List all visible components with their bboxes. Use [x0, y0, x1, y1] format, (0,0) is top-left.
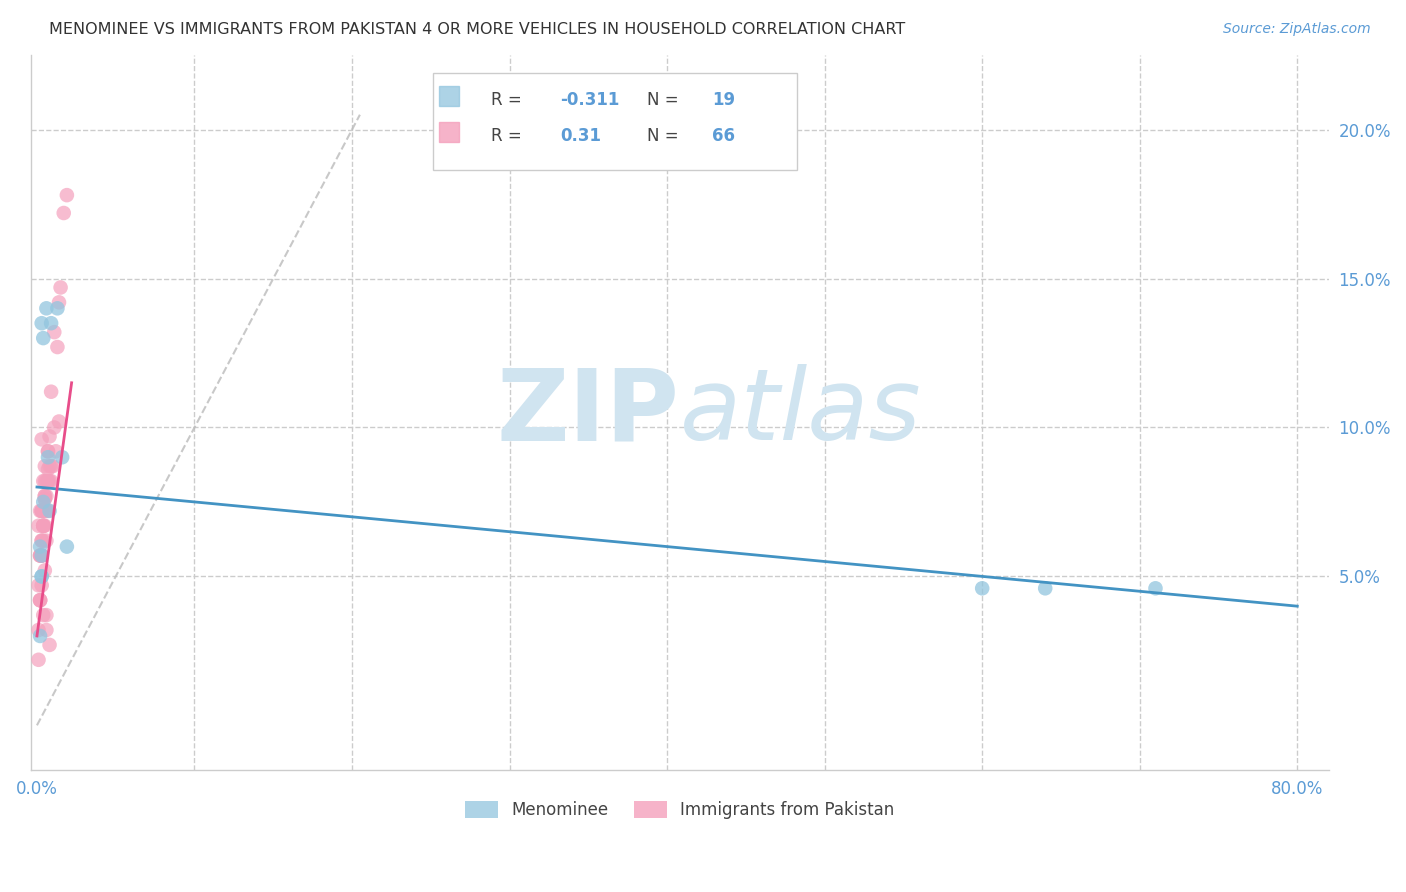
Point [32, 474, 55, 488]
Text: R =: R = [492, 127, 527, 145]
Point [27, 518, 49, 533]
Point [34, 491, 56, 506]
Text: 0.31: 0.31 [560, 127, 602, 145]
Point [39, 384, 62, 399]
Point [27, 653, 49, 667]
Point [56, 188, 79, 202]
Point [38, 504, 60, 518]
Text: atlas: atlas [679, 364, 921, 461]
Text: -0.311: -0.311 [560, 91, 620, 109]
Point [51, 450, 73, 465]
Point [27, 623, 49, 637]
Point [31, 578, 53, 592]
Point [31, 433, 53, 447]
Point [32, 518, 55, 533]
Point [31, 533, 53, 548]
Point [34, 459, 56, 474]
Point [31, 504, 53, 518]
Point [46, 340, 69, 354]
Text: N =: N = [647, 127, 685, 145]
Point [32, 331, 55, 345]
Point [31, 316, 53, 330]
Point [35, 489, 58, 503]
Point [38, 459, 60, 474]
Text: MENOMINEE VS IMMIGRANTS FROM PAKISTAN 4 OR MORE VEHICLES IN HOUSEHOLD CORRELATIO: MENOMINEE VS IMMIGRANTS FROM PAKISTAN 4 … [49, 22, 905, 37]
Point [38, 429, 60, 443]
Point [34, 489, 56, 503]
Point [48, 295, 70, 310]
FancyBboxPatch shape [433, 73, 797, 169]
Point [37, 462, 59, 476]
Point [45, 444, 67, 458]
Point [34, 518, 56, 533]
Point [30, 549, 52, 563]
Point [34, 474, 56, 488]
Point [30, 540, 52, 554]
Point [39, 459, 62, 474]
Point [30, 549, 52, 563]
Point [1144, 582, 1167, 596]
Point [31, 504, 53, 518]
Point [972, 582, 994, 596]
Text: ZIP: ZIP [496, 364, 679, 461]
Point [31, 549, 53, 563]
Point [31, 549, 53, 563]
Point [34, 489, 56, 503]
Point [49, 280, 72, 294]
Point [44, 420, 66, 434]
Point [56, 540, 79, 554]
Point [35, 474, 58, 488]
Point [31, 533, 53, 548]
Point [30, 549, 52, 563]
Point [30, 593, 52, 607]
Point [31, 504, 53, 518]
Point [35, 301, 58, 316]
Text: R =: R = [492, 91, 527, 109]
Point [41, 459, 63, 474]
Point [39, 474, 62, 488]
Point [32, 608, 55, 623]
Point [31, 569, 53, 583]
Point [32, 533, 55, 548]
Point [34, 504, 56, 518]
Point [30, 593, 52, 607]
Point [35, 608, 58, 623]
Point [44, 325, 66, 339]
Point [32, 518, 55, 533]
Point [1033, 582, 1056, 596]
Point [31, 569, 53, 583]
Point [27, 578, 49, 592]
Point [48, 415, 70, 429]
Point [32, 495, 55, 509]
Text: N =: N = [647, 91, 685, 109]
Point [34, 491, 56, 506]
Point [37, 474, 59, 488]
Text: 19: 19 [713, 91, 735, 109]
Point [46, 301, 69, 316]
Point [37, 504, 59, 518]
Point [38, 638, 60, 652]
Point [39, 316, 62, 330]
Point [52, 206, 75, 220]
Point [34, 563, 56, 577]
Point [32, 518, 55, 533]
Point [37, 450, 59, 465]
Point [30, 629, 52, 643]
Point [32, 518, 55, 533]
Point [35, 623, 58, 637]
Text: Source: ZipAtlas.com: Source: ZipAtlas.com [1223, 22, 1371, 37]
Point [37, 444, 59, 458]
Point [37, 474, 59, 488]
Point [35, 504, 58, 518]
Text: 66: 66 [713, 127, 735, 145]
Point [31, 549, 53, 563]
Point [30, 504, 52, 518]
Point [38, 474, 60, 488]
Legend: Menominee, Immigrants from Pakistan: Menominee, Immigrants from Pakistan [458, 795, 901, 826]
Point [30, 593, 52, 607]
Point [31, 549, 53, 563]
Point [37, 444, 59, 458]
Point [35, 533, 58, 548]
